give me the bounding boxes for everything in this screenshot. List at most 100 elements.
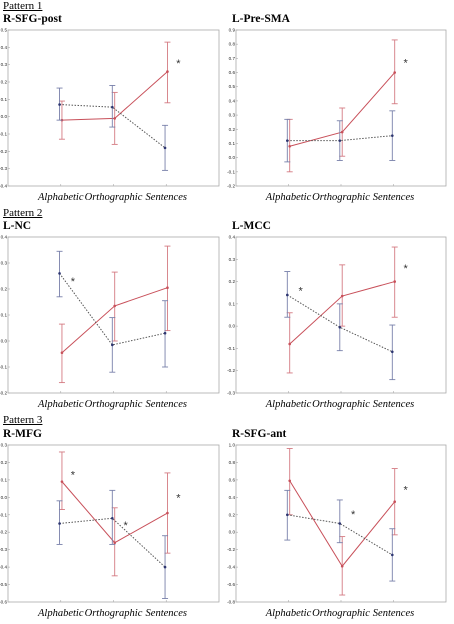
chart-title-r-sfg-ant: R-SFG-ant xyxy=(232,428,287,440)
significance-marker: * xyxy=(71,470,76,482)
data-point xyxy=(393,280,396,283)
data-point xyxy=(288,342,291,346)
y-tick-label: -0.2 xyxy=(0,391,7,396)
y-tick-label: 0.3 xyxy=(229,257,236,262)
data-point xyxy=(391,350,394,354)
y-tick-label: 0.4 xyxy=(1,235,8,240)
data-point xyxy=(391,134,394,137)
x-category-label: Sentences xyxy=(373,192,414,203)
data-point xyxy=(111,105,114,109)
x-category-label: Orthographic xyxy=(85,608,143,619)
y-tick-label: -0.4 xyxy=(227,565,235,570)
data-point xyxy=(166,70,169,73)
x-category-label: Orthographic xyxy=(312,192,370,203)
x-category-label: Sentences xyxy=(146,608,187,619)
y-tick-label: 0.2 xyxy=(229,512,236,517)
x-category-label: Sentences xyxy=(373,608,414,619)
chart-l-mcc: -0.3 -0.2 -0.1 0.0 0.1 0.2 0.3 0.4 Alphabetic Ort… xyxy=(227,235,447,410)
y-tick-label: -0.6 xyxy=(0,600,7,605)
y-tick-label: 0.1 xyxy=(229,301,236,306)
x-category-label: Alphabetic xyxy=(265,192,312,203)
series-line xyxy=(287,514,393,556)
y-tick-label: 0.5 xyxy=(1,28,8,33)
y-tick-label: 0.1 xyxy=(1,313,8,318)
pattern-2-label: Pattern 2 xyxy=(3,207,43,219)
x-category-label: Orthographic xyxy=(312,399,370,410)
y-tick-label: 0.4 xyxy=(229,495,236,500)
data-point xyxy=(338,522,342,525)
y-tick-label: -0.1 xyxy=(0,132,7,137)
y-tick-label: 0.1 xyxy=(1,477,8,482)
y-tick-label: 0.0 xyxy=(229,530,236,535)
y-tick-label: 0.0 xyxy=(1,114,8,119)
pattern-1-label: Pattern 1 xyxy=(3,0,43,12)
data-point xyxy=(288,144,291,148)
data-point xyxy=(60,351,64,354)
y-tick-label: 0.9 xyxy=(229,28,236,33)
plot-frame xyxy=(235,236,447,394)
data-point xyxy=(60,480,64,483)
data-point xyxy=(113,304,116,308)
y-tick-label: 0.3 xyxy=(1,62,8,67)
data-point xyxy=(338,139,342,142)
data-point xyxy=(111,516,114,520)
y-tick-label: 0.1 xyxy=(229,141,236,146)
significance-marker: * xyxy=(124,520,129,532)
y-tick-label: 0.2 xyxy=(229,279,236,284)
significance-marker: * xyxy=(299,285,304,297)
y-tick-label: -0.1 xyxy=(0,365,7,370)
data-point xyxy=(111,343,114,347)
data-point xyxy=(393,71,396,74)
chart-l-pre-sma: -0.2 -0.1 0.0 0.1 0.2 0.3 0.4 0.5 0.6 0.7 0.8 0.9 Al… xyxy=(227,28,447,203)
y-tick-label: 1.0 xyxy=(229,443,236,448)
y-tick-label: 0.0 xyxy=(1,495,8,500)
y-tick-label: -0.3 xyxy=(0,547,7,552)
x-category-label: Alphabetic xyxy=(37,399,84,410)
data-point xyxy=(166,511,169,515)
significance-marker: * xyxy=(404,58,409,70)
x-category-label: Orthographic xyxy=(312,608,370,619)
y-tick-label: -0.3 xyxy=(227,391,235,396)
y-tick-label: 0.3 xyxy=(1,261,8,266)
significance-marker: * xyxy=(176,492,181,504)
y-tick-label: -0.2 xyxy=(0,530,7,535)
data-point xyxy=(113,541,116,544)
series-line xyxy=(59,104,166,149)
plot-frame xyxy=(7,444,220,603)
significance-marker: * xyxy=(351,509,356,521)
y-tick-label: 0.8 xyxy=(229,42,236,47)
y-tick-label: 0.6 xyxy=(229,70,236,75)
y-tick-label: 0.3 xyxy=(1,443,8,448)
data-point xyxy=(58,522,61,525)
y-tick-label: 0.5 xyxy=(229,84,236,89)
x-category-label: Sentences xyxy=(146,192,187,203)
data-point xyxy=(58,103,61,106)
data-point xyxy=(163,146,167,150)
chart-l-nc: -0.2 -0.1 0.0 0.1 0.2 0.3 0.4 AlphabeticOrthogr… xyxy=(0,235,220,410)
data-point xyxy=(340,294,344,298)
data-point xyxy=(113,117,116,120)
y-tick-label: -0.2 xyxy=(227,547,235,552)
chart-r-mfg: -0.6 -0.5 -0.4 -0.3 -0.2 -0.1 0.0 0.1 0.2 0.3 Alph… xyxy=(0,443,220,619)
data-point xyxy=(163,565,167,569)
y-tick-label: 0.4 xyxy=(1,45,8,50)
y-tick-label: 0.2 xyxy=(1,460,8,465)
y-tick-label: 0.7 xyxy=(229,56,236,61)
data-point xyxy=(391,553,394,557)
y-tick-label: -0.3 xyxy=(0,166,7,171)
y-tick-label: 0.2 xyxy=(1,80,8,85)
significance-marker: * xyxy=(404,263,409,275)
plot-frame xyxy=(7,236,220,394)
y-tick-label: 0.0 xyxy=(229,155,236,160)
y-tick-label: 0.8 xyxy=(229,460,236,465)
y-tick-label: 0.2 xyxy=(1,287,8,292)
x-category-label: Orthographic xyxy=(85,399,143,410)
x-category-label: Alphabetic xyxy=(265,608,312,619)
y-tick-label: -0.4 xyxy=(0,184,7,189)
chart-title-l-pre-sma: L-Pre-SMA xyxy=(232,13,290,25)
chart-r-sfg-ant: -0.8 -0.6 -0.4 -0.2 0.0 0.2 0.4 0.6 0.8 1.0 Alphab… xyxy=(227,443,447,619)
data-point xyxy=(393,500,396,503)
data-point xyxy=(58,272,61,275)
significance-marker: * xyxy=(176,58,181,70)
y-tick-label: 0.1 xyxy=(1,97,8,102)
